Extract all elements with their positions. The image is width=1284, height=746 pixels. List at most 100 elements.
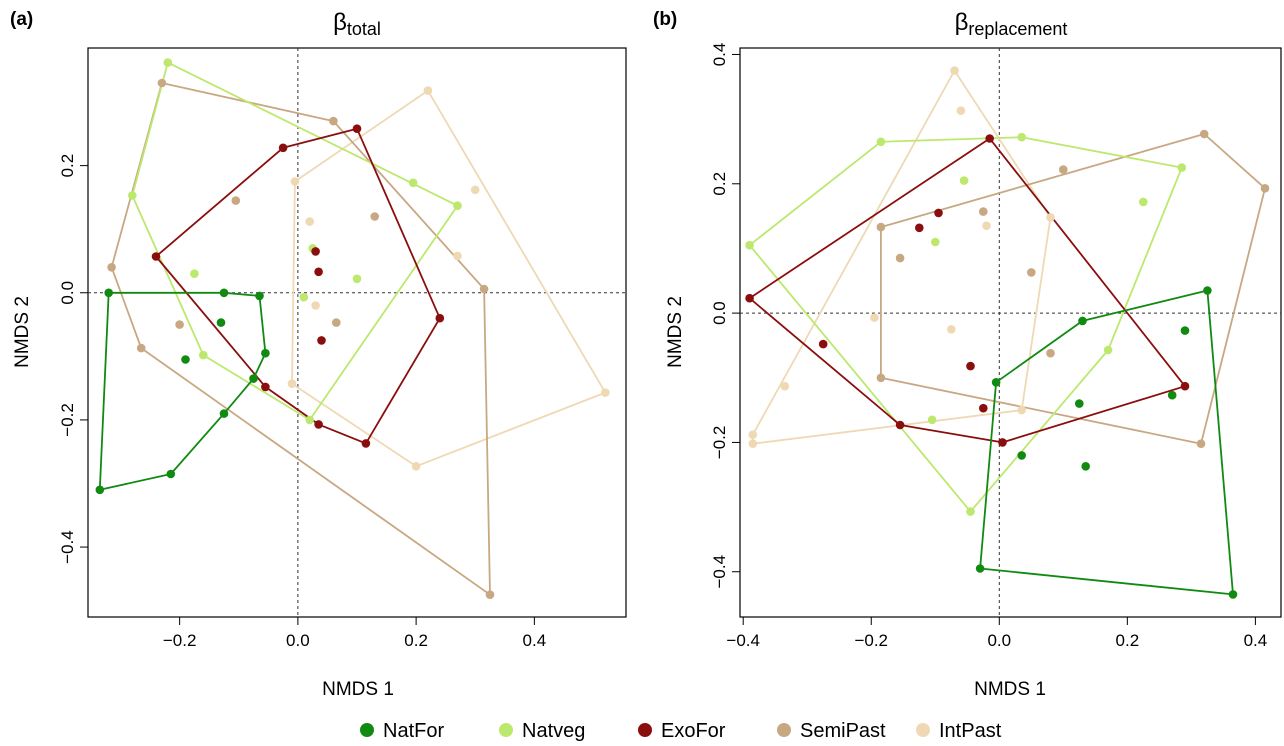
point-semipast [136,343,146,353]
point-natfor [1078,316,1087,326]
point-intpast [1046,213,1055,222]
point-natfor [1180,326,1190,335]
point-exofor [314,267,323,277]
point-natveg [927,415,937,425]
point-semipast [332,318,341,327]
point-semipast [370,212,380,221]
point-intpast [947,325,956,334]
point-natveg [876,137,886,147]
point-natveg [745,240,754,250]
point-natfor [104,288,113,298]
legend-marker-intpast [916,723,930,737]
legend-label-natfor: NatFor [383,720,444,742]
point-natfor [261,348,270,358]
point-natfor [95,485,105,495]
point-semipast [1027,268,1036,277]
point-exofor [1180,381,1190,391]
point-natveg [453,201,462,210]
y-tick-label: 0.2 [710,172,729,196]
point-exofor [311,247,320,256]
point-intpast [956,106,966,115]
point-exofor [745,293,754,303]
legend-label-intpast: IntPast [939,720,1002,742]
point-intpast [290,177,300,186]
point-natfor [1167,390,1177,400]
point-intpast [780,381,790,391]
point-exofor [361,439,371,448]
point-intpast [287,379,297,389]
point-intpast [305,217,315,226]
hull-natveg [748,136,1183,513]
point-natfor [991,378,1001,387]
point-natveg [305,415,315,425]
point-natveg [1177,163,1187,172]
y-tick-label: 0.2 [58,154,77,178]
point-semipast [895,253,905,263]
point-semipast [329,116,338,126]
point-semipast [231,196,241,205]
point-natveg [199,350,208,360]
hull-exofor [748,137,1186,444]
point-exofor [985,134,994,143]
hull-natfor [979,289,1234,596]
point-natfor [249,374,258,383]
point-natfor [219,288,229,298]
point-natveg [1017,132,1026,142]
panel-a: (a) βtotal −0.2 0.0 0.2 0.4 −0.4 −0.2 0.0 0.2 N… [10,9,627,700]
point-exofor [261,382,270,392]
point-intpast [311,301,320,310]
point-intpast [950,66,959,75]
y-tick-label: −0.4 [710,555,729,589]
x-tick-label: −0.2 [163,631,197,650]
point-natfor [219,409,229,418]
x-tick-label: 0.2 [404,631,428,650]
x-tick-label: 0.4 [1244,631,1268,650]
x-tick-label: −0.4 [726,631,760,650]
point-intpast [601,388,610,397]
point-natfor [1228,590,1238,599]
point-semipast [485,590,495,599]
point-intpast [423,86,433,95]
point-semipast [876,222,886,232]
point-natfor [975,564,985,573]
y-axis-title: NMDS 2 [12,296,33,368]
y-tick-label: −0.4 [58,530,77,564]
point-intpast [748,430,758,440]
point-natveg [163,58,173,67]
point-semipast [1059,165,1068,174]
hull-exofor [155,127,441,445]
point-natveg [128,191,137,200]
panel-title: βtotal [333,9,381,39]
hull-intpast [291,89,607,468]
point-natfor [166,469,176,479]
point-semipast [157,78,167,88]
point-semipast [1260,184,1270,193]
point-exofor [979,403,988,413]
point-exofor [934,208,943,218]
point-intpast [748,439,758,449]
point-intpast [870,313,879,322]
point-natveg [959,176,969,185]
legend: NatFor Natveg ExoFor SemiPast IntPast [360,720,1002,742]
point-semipast [1196,439,1206,449]
point-natveg [408,178,418,188]
point-exofor [966,361,975,371]
legend-marker-natfor [360,723,374,737]
panel-b: (b) βreplacement −0.4 −0.2 0.0 0.2 0.4 −0.4 −0… [653,9,1282,700]
point-exofor [317,336,326,345]
point-natveg [966,507,975,516]
legend-label-exofor: ExoFor [661,720,726,742]
point-intpast [470,185,480,195]
point-natfor [255,291,264,301]
point-semipast [175,320,184,329]
legend-marker-natveg [499,723,513,737]
panel-title: βreplacement [955,9,1068,39]
point-semipast [876,373,886,383]
point-exofor [352,124,362,133]
point-exofor [435,313,445,323]
point-natfor [1081,462,1090,471]
point-exofor [895,420,905,430]
point-semipast [479,284,489,294]
y-tick-label: 0.4 [710,43,729,67]
point-intpast [982,221,991,231]
